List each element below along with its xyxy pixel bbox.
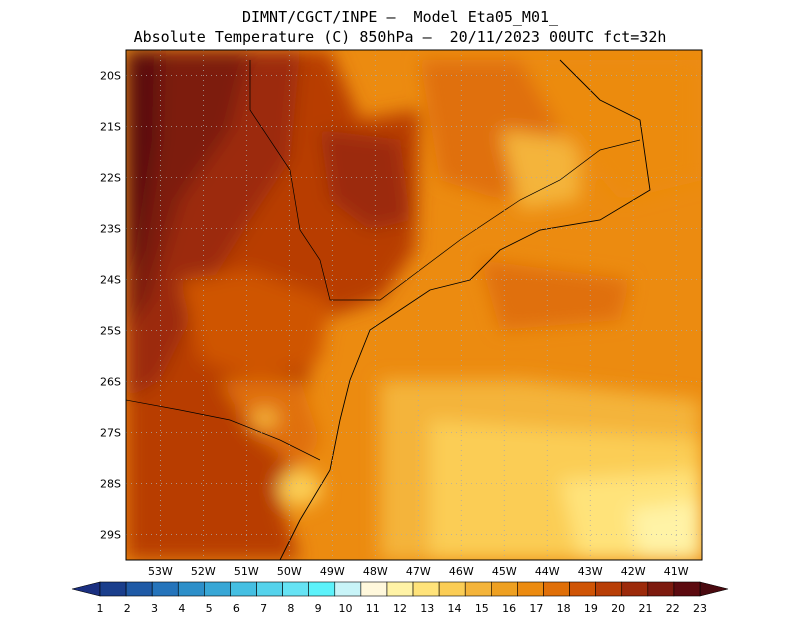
colorbar-max-arrow [699,581,729,597]
lat-label: 25S [100,325,121,338]
colorbar-min-arrow [71,581,101,597]
lat-label: 29S [100,529,121,542]
colorbar-swatch [569,581,596,597]
colorbar-label: 16 [502,602,516,615]
lat-label: 21S [100,121,121,134]
gridlines [126,50,702,560]
colorbar-label: 5 [206,602,213,615]
colorbar-swatch [491,581,518,597]
lon-label: 53W [148,565,173,578]
colorbar-label: 2 [124,602,131,615]
colorbar-label: 22 [666,602,680,615]
colorbar-label: 20 [611,602,625,615]
lon-label: 44W [535,565,560,578]
lon-label: 50W [277,565,302,578]
lat-label: 27S [100,427,121,440]
colorbar-label: 23 [693,602,707,615]
colorbar-swatch [438,581,466,597]
colorbar-swatch [151,581,179,597]
colorbar-label: 21 [638,602,652,615]
lat-label: 26S [100,376,121,389]
colorbar-swatch [230,581,257,597]
colorbar-label: 18 [557,602,571,615]
lat-label: 23S [100,223,121,236]
colorbar-label: 7 [260,602,267,615]
colorbar-swatch [308,581,336,597]
colorbar-label: 6 [233,602,240,615]
lon-label: 42W [621,565,646,578]
colorbar-label: 12 [393,602,407,615]
map-title-line-1: DIMNT/CGCT/INPE – Model Eta05_M01_ [241,8,559,26]
coastline [279,59,651,560]
lon-label: 47W [406,565,431,578]
colorbar-swatch [621,581,649,597]
colorbar-label: 10 [338,602,352,615]
colorbar-swatch [595,581,623,597]
lon-label: 43W [578,565,603,578]
colorbar-swatch [412,581,440,597]
latitude-labels: 20S 21S 22S 23S 24S 25S 26S 27S 28S 29S [100,70,121,542]
colorbar-swatch [647,581,675,597]
colorbar-swatch [334,581,362,597]
colorbar-swatch [256,581,283,597]
colorbar-swatch [517,581,544,597]
temperature-field [126,50,702,560]
colorbar-label: 1 [97,602,104,615]
colorbar-swatch [464,581,492,597]
lat-label: 22S [100,172,121,185]
map-title-line-2: Absolute Temperature (C) 850hPa – 20/11/… [133,28,667,46]
colorbar-label: 9 [315,602,322,615]
colorbar-swatch [543,581,570,597]
lon-label: 46W [449,565,474,578]
colorbar-label: 15 [475,602,489,615]
lat-label: 28S [100,478,121,491]
colorbar-swatch [125,581,153,597]
country-border [126,399,321,461]
lat-label: 24S [100,274,121,287]
colorbar-swatch [386,581,414,597]
colorbar-label: 19 [584,602,598,615]
lon-label: 51W [234,565,259,578]
colorbar-swatch [177,581,205,597]
lon-label: 45W [492,565,517,578]
colorbar: 1 2 3 4 5 6 7 8 9 10 11 12 13 14 15 16 17 18 19 20 21 22 23 [71,581,729,615]
colorbar-swatch [204,581,231,597]
colorbar-swatch [282,581,309,597]
colorbar-label: 3 [151,602,158,615]
colorbar-label: 4 [178,602,185,615]
lon-label: 41W [664,565,689,578]
colorbar-label: 11 [366,602,380,615]
colorbar-label: 8 [287,602,294,615]
longitude-labels: 53W 52W 51W 50W 49W 48W 47W 46W 45W 44W 43W 42W 41W [148,565,689,578]
colorbar-label: 13 [420,602,434,615]
colorbar-label: 14 [448,602,462,615]
colorbar-swatch [360,581,388,597]
plot-frame [125,49,703,561]
lon-label: 52W [191,565,216,578]
colorbar-swatch [673,581,701,597]
lon-label: 49W [320,565,345,578]
lat-label: 20S [100,70,121,83]
colorbar-label: 17 [529,602,543,615]
colorbar-swatch [99,581,127,597]
state-border [249,60,641,301]
lon-label: 48W [363,565,388,578]
